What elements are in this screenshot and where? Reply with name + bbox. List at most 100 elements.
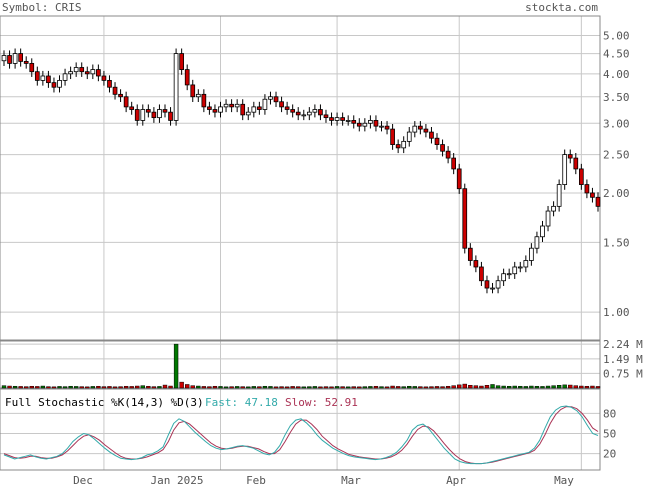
candle-body [173, 53, 179, 121]
candle-body [456, 168, 462, 190]
candle-body [429, 131, 434, 139]
candle [245, 107, 251, 121]
candle [12, 48, 18, 69]
volume-bar [473, 385, 479, 389]
candle [251, 101, 257, 118]
candle [229, 99, 234, 113]
candle-body [90, 69, 96, 75]
price-frame [0, 15, 601, 341]
candle-body [129, 106, 135, 110]
stochastic-panel: Full Stochastic %K(14,3) %D(3) Fast: 47.… [0, 388, 616, 471]
candle [123, 91, 129, 113]
candle [173, 48, 179, 126]
volume-bar [518, 385, 523, 389]
candle-body [57, 79, 62, 88]
volume-bar [429, 386, 434, 389]
candle [162, 104, 168, 118]
volume-bar [112, 386, 118, 389]
volume-bar [284, 386, 290, 389]
candle-body [318, 109, 323, 116]
volume-bar [207, 386, 212, 389]
candle [462, 183, 468, 254]
volume-bar [323, 386, 329, 389]
candle [145, 104, 151, 118]
candle [401, 136, 407, 154]
volume-bar [140, 385, 145, 389]
candle-body [79, 67, 85, 73]
candle [190, 79, 196, 103]
x-tick-label: Apr [446, 474, 466, 486]
price-tick-label: 1.50 [603, 236, 630, 249]
candle-body [268, 96, 273, 100]
candle [323, 109, 329, 123]
volume-tick-label: 2.24 M [603, 338, 643, 351]
volume-bar [90, 386, 96, 389]
volume-bar [457, 384, 462, 389]
candle-body [373, 120, 379, 127]
volume-bar [440, 386, 445, 389]
volume-bar [290, 386, 295, 389]
candle-body [490, 287, 495, 290]
price-tick-label: 4.00 [603, 68, 630, 81]
candle-body [12, 53, 18, 64]
volume-bar [229, 386, 234, 389]
volume-bar [334, 386, 340, 389]
candle [368, 115, 373, 129]
volume-bar [395, 386, 401, 389]
candle-body [451, 157, 457, 170]
candle [290, 104, 296, 118]
volume-bar [85, 386, 90, 389]
candle [562, 149, 568, 190]
candle-body [484, 280, 490, 289]
candle [567, 149, 573, 164]
volume-bar [179, 381, 184, 389]
volume-bar [479, 385, 484, 389]
candle-body [168, 111, 173, 121]
candle [456, 163, 462, 194]
candle-body [29, 63, 35, 73]
candle [545, 205, 551, 232]
candle [212, 104, 218, 118]
candle [184, 64, 190, 91]
candle [340, 112, 345, 126]
candle [90, 64, 96, 80]
candle [29, 58, 35, 77]
candle [590, 187, 595, 203]
candle [418, 121, 423, 135]
volume-bar [562, 384, 567, 389]
volume-bar [246, 386, 251, 389]
candle-body [51, 82, 57, 88]
slow-line [3, 406, 599, 465]
candle [84, 66, 90, 80]
candle-body [162, 109, 168, 113]
volume-bar [551, 385, 556, 389]
candle-body [356, 122, 362, 127]
candle [257, 101, 262, 115]
volume-bar [318, 386, 323, 389]
candle-body [18, 53, 23, 62]
candle [356, 118, 362, 132]
volume-bar [212, 385, 218, 389]
candle [379, 121, 384, 132]
candle-body [229, 103, 234, 108]
candle [151, 107, 157, 123]
candle [96, 64, 101, 82]
candle-body [179, 53, 184, 70]
volume-bar [501, 385, 506, 389]
candle-body [412, 125, 418, 133]
candle-body [595, 196, 601, 207]
volume-bar [190, 385, 195, 389]
candle [23, 56, 29, 69]
candle [7, 50, 12, 69]
candle-body [207, 106, 212, 110]
candle-body [567, 154, 573, 159]
candle-body [579, 168, 584, 185]
x-tick-label: Mar [341, 474, 361, 486]
candle-body [118, 93, 123, 98]
candle [279, 96, 284, 113]
volume-bar [373, 385, 379, 389]
candle [523, 255, 529, 273]
candle-body [573, 157, 579, 170]
candle [195, 89, 201, 103]
candle [556, 179, 562, 212]
